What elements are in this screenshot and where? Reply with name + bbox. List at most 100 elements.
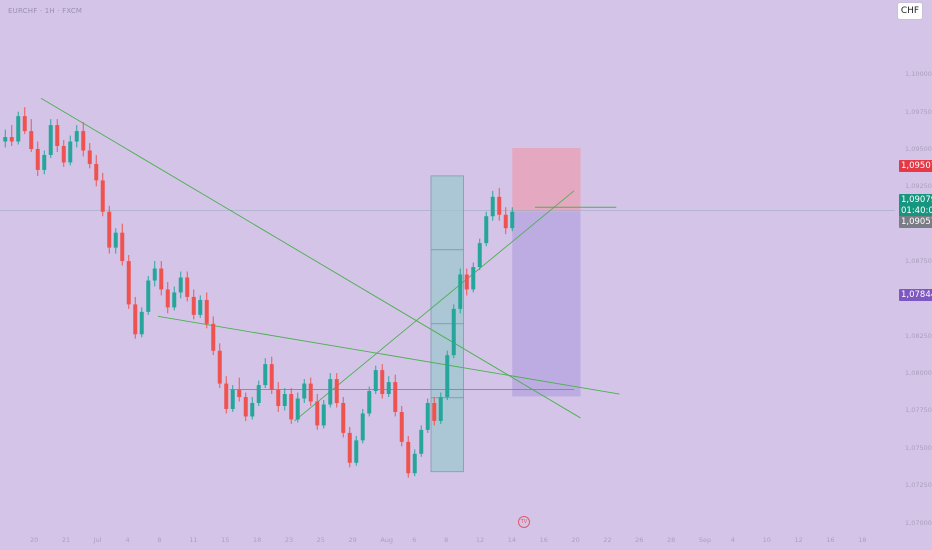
candle-body [477, 243, 482, 268]
stop-price-tag: 1,07844 [899, 289, 932, 301]
candle-body [425, 403, 430, 430]
candle-body [419, 429, 424, 454]
lower-downtrend-line [157, 315, 620, 395]
time-tick: 29 [348, 536, 357, 544]
ascending-trend-line [294, 190, 575, 422]
candle-body [243, 397, 248, 417]
candle-body [347, 432, 352, 463]
time-tick: 22 [603, 536, 612, 544]
candle-body [48, 125, 53, 155]
candle-body [315, 401, 320, 426]
price-tick: 1,10000 [905, 70, 932, 79]
candle-body [360, 413, 365, 441]
time-tick: Aug [380, 536, 394, 544]
target-price-tag: 1,09507 [899, 160, 932, 172]
candle-body [269, 364, 274, 390]
price-tick: 1,09250 [905, 182, 932, 191]
time-tick: 26 [635, 536, 644, 544]
candle-body [263, 364, 268, 386]
time-tick: 20 [30, 536, 39, 544]
candle-body [471, 267, 476, 290]
time-tick: 20 [571, 536, 580, 544]
candle-body [185, 277, 190, 297]
candle-body [373, 370, 378, 392]
time-tick: 25 [316, 536, 325, 544]
time-tick: 11 [189, 536, 198, 544]
candle-body [55, 125, 60, 147]
candle-body [191, 296, 196, 315]
candle-body [139, 311, 144, 335]
candle-body [9, 137, 14, 142]
time-tick: 16 [826, 536, 835, 544]
candle-body [250, 403, 255, 417]
candle-body [61, 146, 66, 163]
candle-body [198, 299, 203, 315]
candle-body [432, 403, 437, 421]
candle-body [308, 383, 313, 402]
time-tick: 8 [444, 536, 449, 544]
candle-body [237, 389, 242, 398]
candle-body [81, 131, 86, 151]
candle-body [354, 440, 359, 463]
target-zone [512, 147, 581, 212]
candle-body [367, 391, 372, 414]
candle-body [256, 385, 261, 403]
time-tick: 4 [125, 536, 130, 544]
currency-button[interactable]: CHF [897, 2, 923, 20]
candle-body [113, 232, 118, 248]
candle-body [29, 131, 34, 149]
candle-body [276, 389, 281, 406]
candle-body [152, 268, 157, 281]
candle-body [100, 180, 105, 212]
long-downtrend-line [40, 97, 581, 419]
candle-body [445, 355, 450, 398]
candle-body [490, 196, 495, 217]
candle-body [133, 304, 138, 335]
time-tick: 18 [858, 536, 867, 544]
time-tick: 10 [762, 536, 771, 544]
price-tick: 1,07250 [905, 481, 932, 490]
price-tick: 1,07750 [905, 406, 932, 415]
time-tick: 23 [284, 536, 294, 544]
time-tick: 18 [252, 536, 262, 544]
candle-body [224, 383, 229, 409]
stop-zone [512, 211, 581, 397]
candle-body [380, 370, 385, 395]
tradingview-logo-icon[interactable]: TV [518, 516, 530, 528]
candle-body [334, 379, 339, 403]
candle-body [16, 116, 21, 142]
candle-body [94, 163, 99, 181]
candle-body [484, 216, 489, 244]
time-tick: Jul [93, 536, 102, 544]
time-tick: 12 [794, 536, 803, 544]
price-tick: 1,09500 [905, 145, 932, 153]
time-tick: 28 [667, 536, 676, 544]
candle-body [302, 383, 307, 399]
candle-body [230, 389, 235, 409]
countdown-tag: 01:40:06 [899, 205, 932, 217]
candle-body [399, 411, 404, 442]
candle-body [159, 268, 164, 290]
candle-body [393, 382, 398, 412]
price-tick: 1,08750 [905, 257, 932, 266]
candle-body [386, 382, 391, 395]
candle-body [172, 292, 177, 308]
candle-body [126, 261, 131, 305]
time-tick: 12 [475, 536, 485, 544]
candle-body [87, 150, 92, 164]
candle-body [42, 154, 47, 170]
candle-body [412, 453, 417, 474]
symbol-legend[interactable]: EURCHF · 1H · FXCM [8, 7, 83, 15]
candle-body [68, 141, 73, 163]
candle-body [406, 441, 411, 474]
candle-body [321, 404, 326, 426]
candle-body [204, 299, 209, 324]
price-tick: 1,07500 [905, 443, 932, 452]
candle-body [438, 397, 443, 421]
candle-body [295, 398, 300, 420]
candles [3, 107, 515, 478]
candle-body [211, 323, 216, 351]
candle-body [451, 308, 456, 356]
